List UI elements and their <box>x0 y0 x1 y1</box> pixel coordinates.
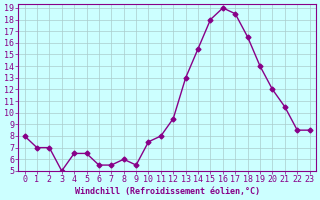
X-axis label: Windchill (Refroidissement éolien,°C): Windchill (Refroidissement éolien,°C) <box>75 187 260 196</box>
